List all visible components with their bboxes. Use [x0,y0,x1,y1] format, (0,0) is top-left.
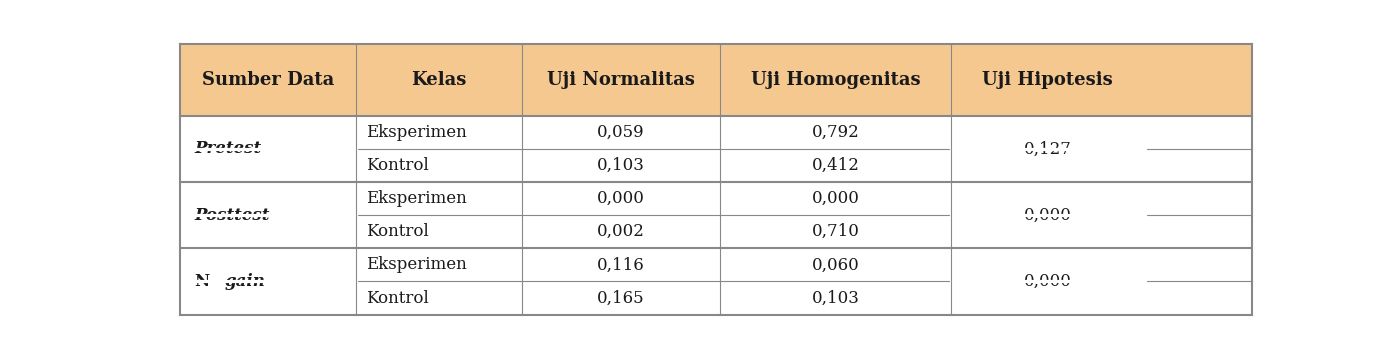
Text: 0,710: 0,710 [812,223,859,240]
Text: 0,000: 0,000 [597,190,645,207]
Text: Kelas: Kelas [411,71,467,89]
Text: Kontrol: Kontrol [366,157,429,174]
Text: Sumber Data: Sumber Data [201,71,334,89]
Text: 0,059: 0,059 [598,124,645,141]
Text: Pretest: Pretest [194,140,261,157]
Text: Eksperimen: Eksperimen [366,190,467,207]
Text: Eksperimen: Eksperimen [366,256,467,273]
Bar [180,116,1252,315]
Text: 0,002: 0,002 [597,223,645,240]
Text: Kontrol: Kontrol [366,290,429,306]
Text: Posttest: Posttest [194,207,270,224]
Text: 0,412: 0,412 [812,157,859,174]
Text: Kontrol: Kontrol [366,223,429,240]
Text: 0,000: 0,000 [1024,273,1071,290]
Text: 0,103: 0,103 [597,157,645,174]
Text: 0,792: 0,792 [812,124,859,141]
Text: 0,116: 0,116 [598,256,645,273]
Text: Uji Hipotesis: Uji Hipotesis [982,71,1113,89]
Text: 0,000: 0,000 [1024,207,1071,224]
Text: 0,127: 0,127 [1024,140,1071,157]
Text: Eksperimen: Eksperimen [366,124,467,141]
Text: 0,103: 0,103 [812,290,859,306]
Text: Uji Homogenitas: Uji Homogenitas [750,71,921,89]
Text: N-: N- [194,273,217,290]
Text: 0,000: 0,000 [812,190,859,207]
Text: 0,165: 0,165 [598,290,645,306]
Bar [180,44,1252,116]
Text: gain: gain [225,273,265,290]
Text: Uji Normalitas: Uji Normalitas [548,71,696,89]
Text: 0,060: 0,060 [812,256,859,273]
